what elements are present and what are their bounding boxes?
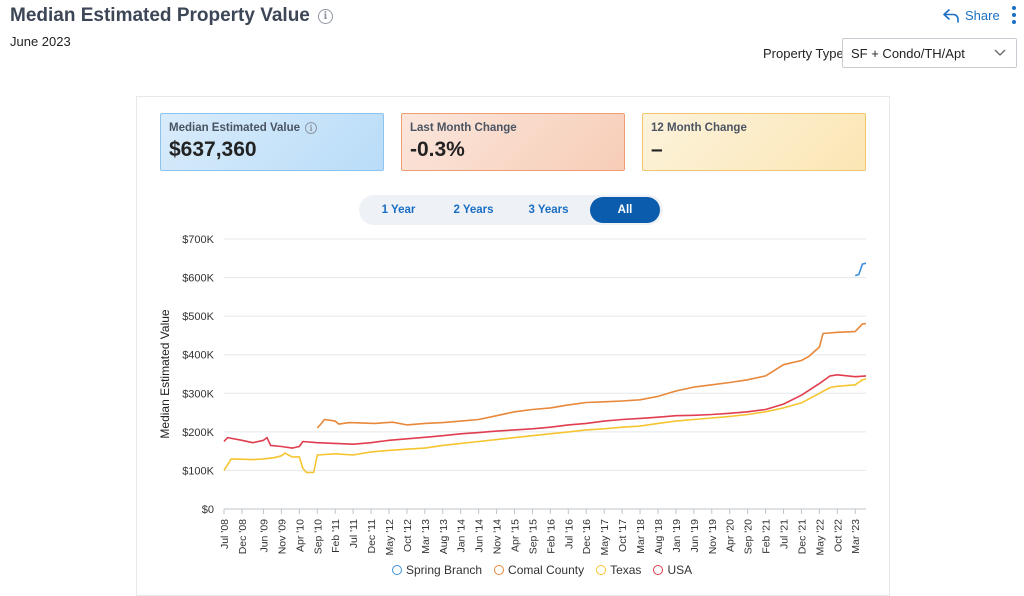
twelve-month-change-card: 12 Month Change – xyxy=(642,113,866,171)
x-tick-label: Aug '18 xyxy=(653,519,665,554)
x-tick-label: Sep '20 xyxy=(743,519,755,554)
legend-label: Spring Branch xyxy=(406,563,483,577)
y-tick-label: $600K xyxy=(182,273,214,285)
page-title: Median Estimated Property Value i xyxy=(10,5,333,27)
series-line-texas xyxy=(223,378,867,474)
x-tick-label: Oct '12 xyxy=(402,519,414,552)
x-tick-label: Jul '11 xyxy=(348,519,360,548)
x-tick-label: Nov '09 xyxy=(276,519,288,554)
legend-marker xyxy=(392,565,402,575)
legend-label: Comal County xyxy=(508,563,585,577)
twelve-month-change-value: – xyxy=(651,138,663,161)
median-value-info-icon[interactable]: i xyxy=(305,122,318,134)
x-tick-label: May '22 xyxy=(814,519,826,556)
legend-label: Texas xyxy=(610,563,642,577)
x-tick-label: Apr '15 xyxy=(510,519,522,552)
chart-legend: Spring Branch Comal County Texas USA xyxy=(392,563,692,577)
y-tick-label: $700K xyxy=(182,234,214,246)
series-line-usa xyxy=(223,374,867,449)
x-tick-label: May '17 xyxy=(599,519,611,556)
property-type-label: Property Type xyxy=(763,46,844,61)
x-tick-label: Jul '08 xyxy=(219,519,231,549)
median-value-label-row: Median Estimated Value i xyxy=(169,122,375,134)
x-tick-label: Jun '19 xyxy=(689,519,701,553)
legend-item-comal-county[interactable]: Comal County xyxy=(494,563,584,577)
x-tick-label: Oct '22 xyxy=(832,519,844,552)
twelve-month-change-label: 12 Month Change xyxy=(651,122,747,134)
series-line-spring-branch xyxy=(854,262,867,277)
x-tick-label: Feb '16 xyxy=(545,519,557,554)
x-tick-label: Nov '14 xyxy=(492,519,504,554)
x-tick-label: Sep '10 xyxy=(312,519,324,554)
y-tick-label: $200K xyxy=(182,427,214,439)
x-tick-label: Jul '21 xyxy=(779,519,791,549)
last-month-change-value: -0.3% xyxy=(410,138,465,161)
y-tick-label: $500K xyxy=(182,311,214,323)
y-tick-label: $100K xyxy=(182,465,214,477)
x-tick-label: May '12 xyxy=(384,519,396,556)
tab-3-years[interactable]: 3 Years xyxy=(528,204,569,216)
legend-item-usa[interactable]: USA xyxy=(653,563,692,577)
page-title-text: Median Estimated Property Value xyxy=(10,5,310,26)
x-tick-label: Jun '14 xyxy=(474,519,486,553)
median-value: $637,360 xyxy=(169,138,257,161)
x-tick-label: Dec '11 xyxy=(366,519,378,554)
x-tick-label: Jun '09 xyxy=(258,519,270,553)
x-tick-label: Oct '17 xyxy=(617,519,629,552)
x-tick-label: Nov '19 xyxy=(707,519,719,554)
x-tick-label: Dec '16 xyxy=(581,519,593,554)
last-month-change-card: Last Month Change -0.3% xyxy=(401,113,625,171)
x-tick-label: Apr '20 xyxy=(725,519,737,552)
x-tick-label: Aug '13 xyxy=(438,519,450,554)
legend-item-spring-branch[interactable]: Spring Branch xyxy=(392,563,482,577)
tab-1-year[interactable]: 1 Year xyxy=(381,204,416,216)
x-tick-label: Mar '13 xyxy=(420,519,432,554)
range-tabs: 1 Year 2 Years 3 Years All xyxy=(359,195,663,225)
share-button[interactable]: Share xyxy=(943,8,1000,23)
x-tick-label: Jan '14 xyxy=(456,519,468,553)
legend-marker xyxy=(653,565,664,575)
x-tick-label: Mar '23 xyxy=(850,519,862,554)
x-tick-label: Jan '19 xyxy=(671,519,683,553)
y-tick-label: $300K xyxy=(182,388,214,400)
legend-label: USA xyxy=(667,563,693,577)
chart-card: Median Estimated Value i $637,360 Last M… xyxy=(136,96,890,596)
chevron-down-icon xyxy=(994,49,1006,56)
share-label: Share xyxy=(965,8,1000,23)
x-tick-label: Sep '15 xyxy=(527,519,539,554)
property-type-value: SF + Condo/TH/Apt xyxy=(851,46,965,61)
x-tick-label: Dec '21 xyxy=(796,519,808,554)
more-options-icon[interactable] xyxy=(1012,6,1018,24)
y-tick-label: $0 xyxy=(202,504,214,516)
info-icon[interactable]: i xyxy=(317,8,333,24)
legend-marker xyxy=(596,565,607,575)
tab-2-years[interactable]: 2 Years xyxy=(453,204,494,216)
legend-item-texas[interactable]: Texas xyxy=(596,563,641,577)
report-date: June 2023 xyxy=(10,34,71,49)
x-tick-label: Apr '10 xyxy=(294,519,306,552)
x-tick-label: Feb '21 xyxy=(761,519,773,554)
y-tick-label: $400K xyxy=(182,350,214,362)
property-type-select[interactable]: SF + Condo/TH/Apt xyxy=(842,38,1017,68)
tab-all[interactable]: All xyxy=(590,197,660,223)
legend-marker xyxy=(494,565,505,575)
y-axis-label: Median Estimated Value xyxy=(158,309,172,439)
x-tick-label: Dec '08 xyxy=(237,519,249,554)
series-line-comal-county xyxy=(316,322,867,429)
x-tick-label: Feb '11 xyxy=(330,519,342,553)
median-value-label: Median Estimated Value xyxy=(169,122,301,134)
x-tick-label: Jul '16 xyxy=(563,519,575,549)
median-value-card: Median Estimated Value i $637,360 xyxy=(160,113,384,171)
x-tick-label: Mar '18 xyxy=(635,519,647,554)
last-month-change-label: Last Month Change xyxy=(410,122,517,134)
share-icon xyxy=(943,8,959,23)
